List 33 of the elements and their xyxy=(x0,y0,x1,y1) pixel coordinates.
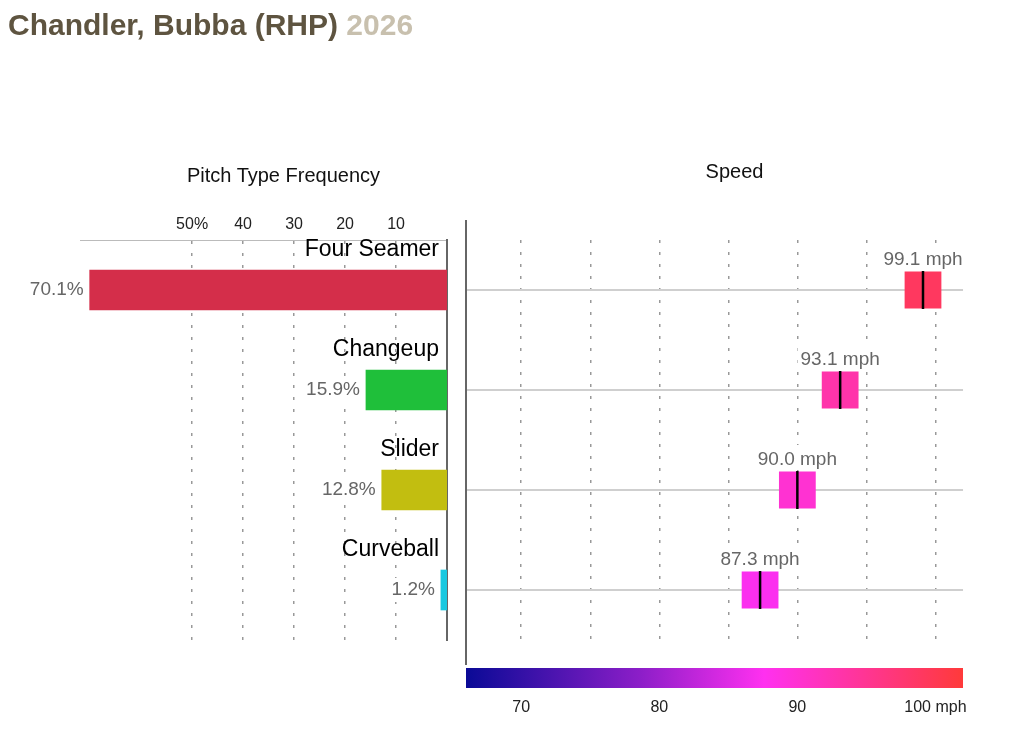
x-tick-label: 40 xyxy=(234,214,253,232)
chart-subtitle: 2026 xyxy=(346,8,414,41)
chart-title: Chandler, Bubba (RHP) xyxy=(8,8,339,41)
bar xyxy=(381,469,447,511)
bar xyxy=(365,369,447,411)
chart-title: Speed xyxy=(705,159,764,182)
bar xyxy=(89,269,447,311)
x-tick-label: 80 xyxy=(650,698,669,716)
x-tick-label: 20 xyxy=(336,214,355,232)
data-label: 1.2% xyxy=(391,578,435,600)
data-label: 87.3 mph xyxy=(720,548,800,569)
point xyxy=(778,471,816,509)
x-axis-title: Pitch Type Frequency xyxy=(186,163,381,186)
data-label: 12.8% xyxy=(321,478,376,500)
data-label: 90.0 mph xyxy=(757,448,837,469)
data-label: 99.1 mph xyxy=(883,248,963,269)
x-tick-label: 10 xyxy=(387,214,406,232)
bar xyxy=(440,569,447,611)
data-label: 15.9% xyxy=(306,378,361,400)
x-tick-label: 90 xyxy=(788,698,807,716)
x-tick-label: 50% xyxy=(176,214,209,232)
y-tick-label: Four Seamer xyxy=(304,235,440,262)
data-label: 70.1% xyxy=(29,278,84,300)
x-tick-label: 70 xyxy=(512,698,531,716)
y-tick-label: Changeup xyxy=(332,335,439,362)
x-tick-label: 30 xyxy=(285,214,304,232)
data-label: 93.1 mph xyxy=(800,348,880,369)
point xyxy=(821,371,859,409)
point xyxy=(741,571,779,609)
point xyxy=(904,271,942,309)
y-tick-label: Slider xyxy=(380,435,440,462)
y-tick-label: Curveball xyxy=(341,535,439,562)
x-tick-label: 100 mph xyxy=(904,698,967,716)
